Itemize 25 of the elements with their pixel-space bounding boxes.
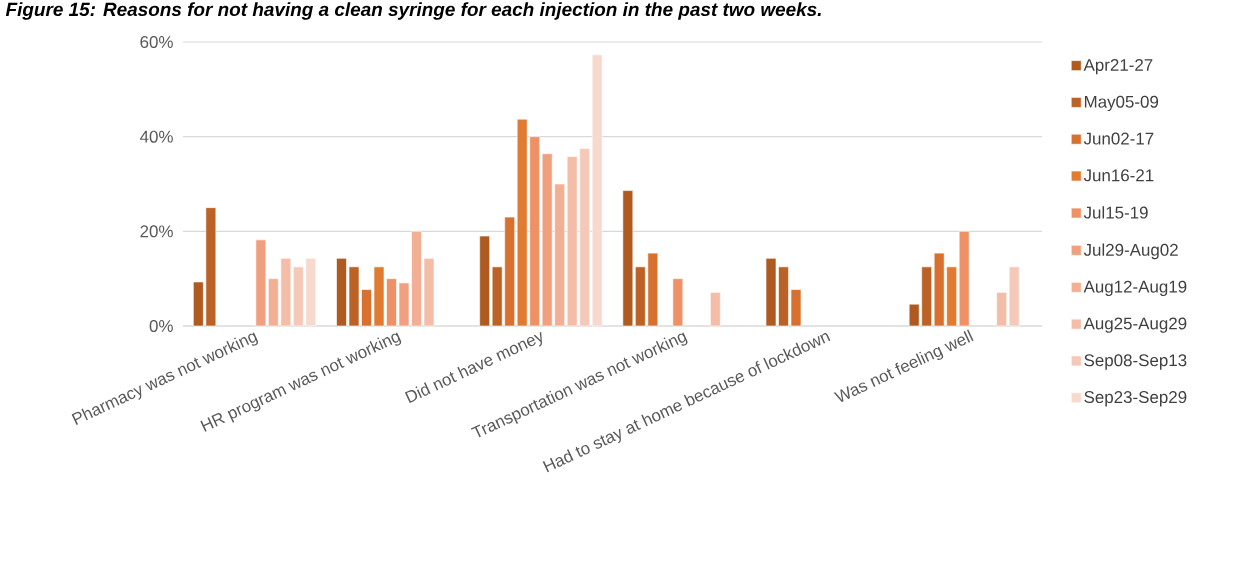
- bar: [255, 239, 267, 327]
- bar: [479, 235, 490, 327]
- legend-label: May05-09: [1084, 95, 1159, 112]
- legend-label: Jul29-Aug02: [1083, 243, 1178, 260]
- legend-label: Sep08-Sep13: [1084, 354, 1187, 370]
- legend-label: Aug25-Aug29: [1083, 317, 1187, 333]
- bar: [672, 278, 684, 327]
- bar: [1008, 266, 1020, 327]
- legend-label: Aug12-Aug19: [1083, 280, 1187, 297]
- legend-label: Jul15-19: [1083, 206, 1148, 219]
- chart-title: Figure 15: Reasons for not having a clean syringe for each injection in the past two weeks.: [5, 2, 821, 20]
- legend-label: Sep23-Sep29: [1084, 391, 1187, 407]
- y-tick-label: 20%: [140, 225, 173, 238]
- bar: [591, 54, 603, 327]
- bar: [710, 292, 721, 327]
- legend-label: Jun02-17: [1083, 132, 1154, 145]
- bar: [622, 190, 634, 327]
- y-tick-label: 0%: [149, 319, 173, 332]
- bar: [958, 231, 970, 327]
- x-tick-label: Was not feeling well: [833, 329, 974, 402]
- y-tick-label: 40%: [139, 130, 173, 143]
- bar: [996, 292, 1007, 327]
- legend-label: Apr21-27: [1083, 58, 1153, 75]
- legend-label: Jun16-21: [1083, 169, 1154, 182]
- y-tick-label: 60%: [140, 35, 173, 48]
